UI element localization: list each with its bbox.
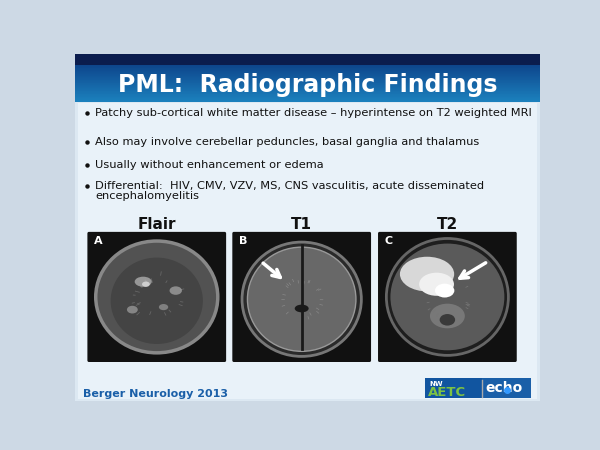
Bar bbox=[75, 101, 540, 102]
Ellipse shape bbox=[110, 257, 203, 344]
Bar bbox=[75, 99, 540, 100]
Bar bbox=[75, 78, 540, 79]
Text: echo: echo bbox=[485, 381, 523, 395]
Bar bbox=[75, 80, 540, 81]
Text: T2: T2 bbox=[437, 216, 458, 232]
Bar bbox=[75, 96, 540, 97]
Ellipse shape bbox=[96, 241, 218, 353]
Bar bbox=[75, 90, 540, 91]
Bar bbox=[75, 79, 540, 80]
Text: Patchy sub-cortical white matter disease – hyperintense on T2 weighted MRI: Patchy sub-cortical white matter disease… bbox=[95, 108, 532, 118]
Ellipse shape bbox=[391, 243, 505, 350]
Bar bbox=[75, 95, 540, 96]
Ellipse shape bbox=[159, 304, 168, 310]
Bar bbox=[75, 54, 540, 65]
Bar bbox=[482, 378, 531, 398]
Bar bbox=[75, 68, 540, 69]
Bar bbox=[75, 91, 540, 92]
Text: AETC: AETC bbox=[428, 386, 467, 399]
Text: A: A bbox=[94, 236, 102, 246]
Bar bbox=[75, 76, 540, 77]
Text: encephalomyelitis: encephalomyelitis bbox=[95, 191, 199, 201]
Bar bbox=[75, 98, 540, 99]
Ellipse shape bbox=[440, 314, 455, 326]
Bar bbox=[75, 86, 540, 87]
Ellipse shape bbox=[435, 284, 454, 297]
Bar bbox=[75, 100, 540, 101]
Text: NW: NW bbox=[429, 381, 443, 387]
Bar bbox=[75, 97, 540, 98]
Bar bbox=[75, 73, 540, 74]
FancyBboxPatch shape bbox=[232, 232, 371, 362]
Ellipse shape bbox=[134, 277, 152, 287]
Ellipse shape bbox=[142, 282, 150, 287]
Text: Also may involve cerebellar peduncles, basal ganglia and thalamus: Also may involve cerebellar peduncles, b… bbox=[95, 137, 479, 147]
Bar bbox=[75, 81, 540, 82]
Text: B: B bbox=[239, 236, 247, 246]
Bar bbox=[75, 70, 540, 71]
Bar bbox=[75, 77, 540, 78]
Text: Differential:  HIV, CMV, VZV, MS, CNS vasculitis, acute disseminated: Differential: HIV, CMV, VZV, MS, CNS vas… bbox=[95, 180, 484, 191]
FancyBboxPatch shape bbox=[378, 232, 517, 362]
Text: C: C bbox=[384, 236, 392, 246]
Bar bbox=[75, 65, 540, 66]
Ellipse shape bbox=[247, 247, 356, 351]
Bar bbox=[75, 69, 540, 70]
Bar bbox=[75, 74, 540, 75]
Bar bbox=[75, 93, 540, 94]
Text: Berger Neurology 2013: Berger Neurology 2013 bbox=[83, 388, 228, 399]
Text: T1: T1 bbox=[291, 216, 312, 232]
Bar bbox=[75, 89, 540, 90]
FancyBboxPatch shape bbox=[88, 232, 226, 362]
Text: Usually without enhancement or edema: Usually without enhancement or edema bbox=[95, 160, 324, 170]
Ellipse shape bbox=[170, 286, 182, 295]
Bar bbox=[75, 72, 540, 73]
Bar bbox=[75, 82, 540, 83]
Bar bbox=[75, 66, 540, 67]
Bar bbox=[78, 104, 537, 399]
Ellipse shape bbox=[430, 304, 465, 328]
Text: Flair: Flair bbox=[137, 216, 176, 232]
Bar bbox=[75, 88, 540, 89]
Bar bbox=[75, 87, 540, 88]
Bar bbox=[75, 102, 540, 400]
Bar bbox=[75, 92, 540, 93]
Bar bbox=[75, 71, 540, 72]
Ellipse shape bbox=[295, 305, 308, 312]
Bar bbox=[75, 67, 540, 68]
Bar bbox=[75, 94, 540, 95]
Ellipse shape bbox=[386, 238, 508, 356]
Text: PML:  Radiographic Findings: PML: Radiographic Findings bbox=[118, 73, 497, 97]
Ellipse shape bbox=[242, 242, 361, 356]
Bar bbox=[75, 76, 540, 77]
Ellipse shape bbox=[127, 306, 138, 314]
Bar bbox=[75, 83, 540, 84]
Bar bbox=[75, 84, 540, 85]
Bar bbox=[75, 85, 540, 86]
Ellipse shape bbox=[400, 257, 454, 292]
Bar bbox=[75, 75, 540, 76]
Bar bbox=[425, 378, 482, 398]
Ellipse shape bbox=[419, 273, 454, 296]
